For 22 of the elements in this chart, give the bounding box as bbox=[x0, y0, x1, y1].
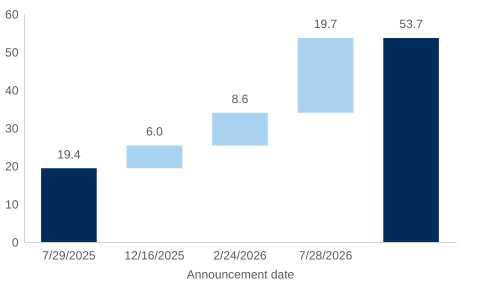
data-label: 19.7 bbox=[314, 16, 338, 31]
y-tick-label: 40 bbox=[5, 84, 19, 98]
x-tick-label: 2/24/2026 bbox=[213, 248, 268, 262]
y-tick-label: 60 bbox=[5, 8, 19, 22]
data-label: 6.0 bbox=[146, 124, 164, 138]
data-label: 53.7 bbox=[399, 16, 424, 31]
y-tick-label: 10 bbox=[5, 198, 19, 212]
data-label: 19.4 bbox=[57, 147, 81, 162]
y-tick-label: 0 bbox=[12, 236, 19, 250]
y-tick-label: 50 bbox=[5, 46, 19, 60]
x-tick-label: 12/16/2025 bbox=[124, 248, 185, 262]
bar bbox=[383, 38, 439, 242]
bar bbox=[41, 168, 97, 242]
bar bbox=[126, 145, 182, 168]
x-axis-title: Announcement date bbox=[186, 268, 295, 282]
y-tick-label: 30 bbox=[5, 122, 19, 136]
bar bbox=[298, 38, 354, 113]
x-tick-label: 7/29/2025 bbox=[42, 248, 96, 262]
data-label: 8.6 bbox=[232, 92, 249, 106]
x-tick-label: 7/28/2026 bbox=[298, 248, 353, 262]
bar bbox=[212, 112, 268, 146]
y-tick-label: 20 bbox=[5, 160, 19, 174]
